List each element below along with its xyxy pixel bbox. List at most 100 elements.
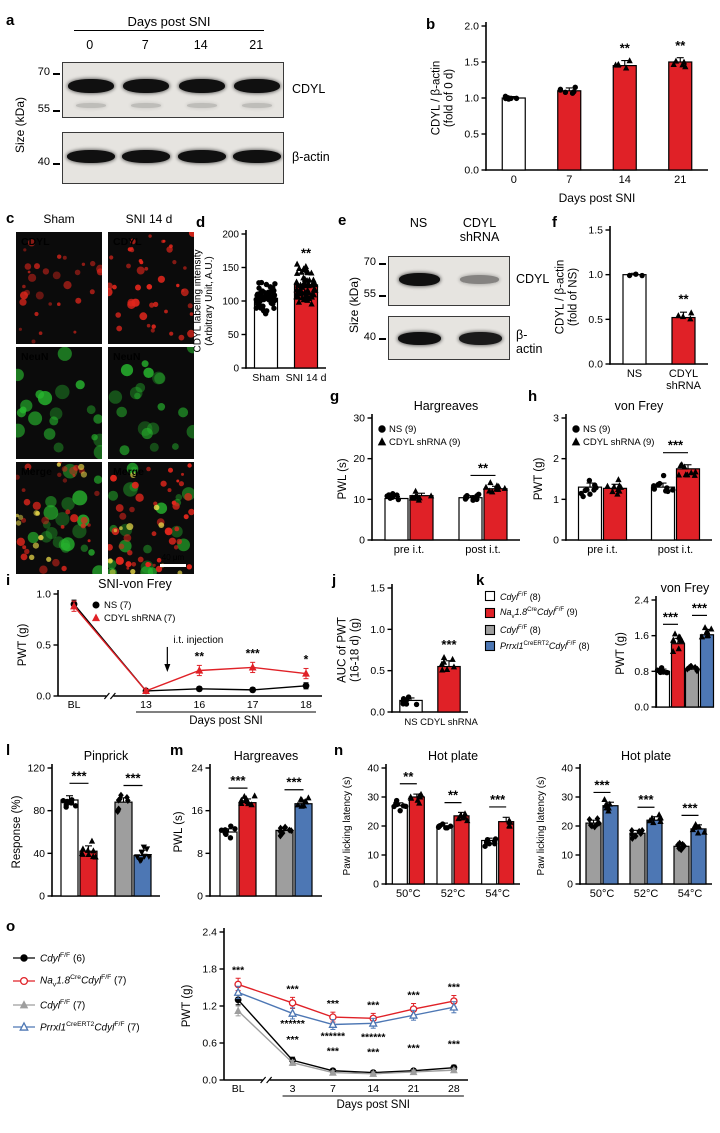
svg-text:NS (9): NS (9) [583,424,610,435]
svg-text:0: 0 [39,891,45,903]
svg-text:post i.t.: post i.t. [465,544,500,556]
chart-j: 0.0 0.5 1.0 1.5 AUC of PWT(16-18 d) (g) NS ***… [334,574,479,738]
panel-f: f 0.0 0.5 1.0 1.5 CDYL / β-actin(fold of NS)… [550,212,718,400]
bar [684,668,700,708]
panel-k: k CdylF/F (8) Nav1.8CreCdylF/F (9) CdylF/F… [476,570,720,745]
svg-text:1.5: 1.5 [370,583,385,595]
svg-text:**: ** [620,40,631,55]
svg-text:Paw licking latency (s): Paw licking latency (s) [536,777,547,876]
svg-text:150: 150 [222,263,239,274]
svg-text:0.6: 0.6 [202,1038,217,1050]
svg-text:28: 28 [448,1083,460,1095]
svg-text:******: ****** [321,1030,346,1042]
svg-text:200: 200 [222,230,239,241]
svg-text:CDYL shRNA (9): CDYL shRNA (9) [389,437,460,448]
svg-text:***: *** [327,1045,340,1057]
svg-text:120: 120 [27,763,45,775]
svg-text:pre i.t.: pre i.t. [394,544,425,556]
svg-text:50°C: 50°C [396,888,421,900]
svg-text:20: 20 [561,821,573,833]
svg-text:***: *** [367,1047,380,1059]
panel-l: l Pinprick 0 40 80 120 Response (%) *** *** [4,740,172,916]
blot-a-band2-label: β-actin [292,150,330,164]
panel-a: a Days post SNI 0 7 14 21 CDYL β-actin Size… [4,8,336,208]
svg-text:20: 20 [353,453,365,465]
bar [557,90,582,171]
blot-a-cdyl [62,62,284,118]
svg-text:***: *** [71,768,87,783]
chart-i: SNI-von Frey 0.0 0.5 1.0 PWT (g) BL 13 16 17 18 Da… [10,574,332,742]
svg-text:***: *** [125,770,141,785]
svg-text:von Frey: von Frey [615,399,664,413]
bar [671,316,696,365]
blot-e-cdyl [388,256,510,306]
legend-item: Prrxl1CreERT2CdylF/F (8) [484,640,616,652]
panel-d: d 0 50 100 150 200 CDYL labeling intensity(Ar… [192,212,336,400]
svg-text:1.0: 1.0 [36,589,51,601]
svg-text:**: ** [675,38,686,53]
panel-n: n Hot plate 0 10 20 30 40 Paw licking latency … [332,740,720,916]
svg-text:1.5: 1.5 [588,225,603,237]
svg-text:3: 3 [553,413,559,425]
svg-text:10: 10 [561,850,573,862]
bar [655,670,671,708]
svg-text:Hargreaves: Hargreaves [234,749,299,763]
panel-d-label: d [196,214,206,231]
svg-text:***: *** [448,1039,461,1051]
panel-e: e NS CDYL shRNA CDYL β-actin Size (kDa) 7… [338,210,552,388]
chart-h: von Frey 0 1 2 3 PWT (g) pre i.t. post i.t. *** N… [530,390,720,566]
bar [219,831,238,897]
svg-text:40: 40 [561,763,573,775]
lane-label: 21 [249,38,264,52]
svg-text:0.0: 0.0 [634,702,649,714]
kda-label: 55 [37,102,50,115]
chart-b-svg: 0.0 0.5 1.0 1.5 2.0 CDYL / β-actin(fold of 0 … [431,21,708,205]
svg-text:NS (9): NS (9) [389,424,416,435]
svg-text:54°C: 54°C [678,888,703,900]
svg-text:0.0: 0.0 [202,1075,217,1087]
svg-text:Response (%): Response (%) [11,795,23,868]
column-header-sni: SNI 14 d [125,212,173,226]
bar [585,822,602,885]
bar [114,801,133,897]
bar [699,634,715,708]
svg-text:52°C: 52°C [634,888,659,900]
bar [409,495,434,541]
panel-c-label: c [6,210,15,227]
chart-f: 0.0 0.5 1.0 1.5 CDYL / β-actin(fold of NS) NS… [552,218,716,396]
svg-text:******: ****** [280,1018,305,1030]
chart-h-svg: von Frey 0 1 2 3 PWT (g) pre i.t. post i.t. *** N… [533,399,712,556]
chart-m: Hargreaves 0 8 16 24 PWL (s) *** *** [170,742,330,910]
svg-text:100: 100 [222,297,239,308]
svg-text:13: 13 [140,699,152,711]
bar [275,829,294,897]
svg-text:i.t. injection: i.t. injection [173,635,223,646]
panel-j-label: j [332,572,337,589]
legend-label: Nav1.8CreCdylF/F (7) [40,974,127,989]
legend-label: CdylF/F (8) [500,590,541,602]
svg-text:1.0: 1.0 [370,624,385,636]
legend-label: Prrxl1CreERT2CdylF/F (7) [40,1020,140,1034]
legend-item: CdylF/F (8) [484,624,616,636]
svg-text:10: 10 [367,850,379,862]
svg-text:CDYL: CDYL [21,236,50,248]
svg-text:***: *** [232,964,245,976]
chart-f-svg: 0.0 0.5 1.0 1.5 CDYL / β-actin(fold of NS) NS… [555,225,708,392]
svg-text:17: 17 [247,699,259,711]
kda-label: 55 [363,288,376,300]
svg-text:2: 2 [553,453,559,465]
svg-text:***: *** [286,1034,299,1046]
panel-h: h von Frey 0 1 2 3 PWT (g) pre i.t. post i.t. **… [528,388,720,570]
panel-f-label: f [552,214,557,231]
legend-item: CdylF/F (7) [12,999,176,1011]
svg-text:***: *** [286,775,302,790]
blot-a-size-label: Size (kDa) [13,97,27,154]
svg-text:1.8: 1.8 [202,964,217,976]
svg-text:1.6: 1.6 [634,630,649,642]
legend-label: Prrxl1CreERT2CdylF/F (8) [500,640,590,652]
svg-text:18: 18 [300,699,312,711]
svg-text:0.0: 0.0 [464,165,479,177]
legend-label: CdylF/F (7) [40,998,86,1011]
svg-text:14: 14 [619,174,631,186]
